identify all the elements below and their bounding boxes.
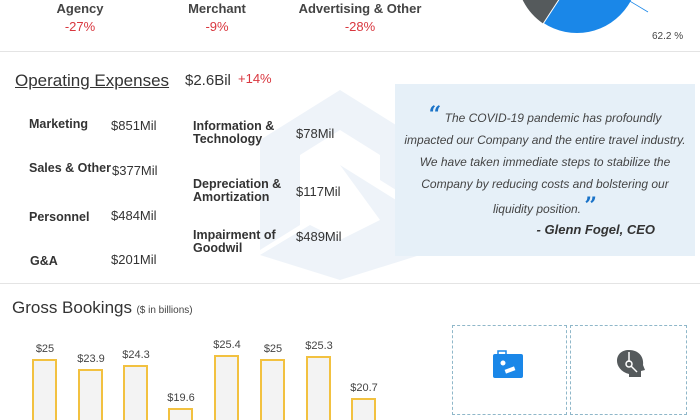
- agency-label: Agency: [56, 1, 104, 16]
- expense-label: Sales & Other: [29, 161, 111, 175]
- agency-change: -27%: [64, 19, 96, 34]
- expense-value: $201Mil: [111, 252, 157, 267]
- open-quote-icon: “: [428, 102, 442, 128]
- bar-label: $25.4: [213, 339, 241, 352]
- expense-value: $489Mil: [296, 229, 342, 244]
- expense-value: $78Mil: [296, 126, 335, 141]
- opex-change: +14%: [238, 71, 272, 86]
- merchant-label: Merchant: [188, 1, 246, 16]
- pie-leader-line: [627, 0, 649, 13]
- pie-label: 62.2 %: [652, 31, 684, 42]
- expense-label: G&A: [30, 254, 58, 268]
- headset-icon: [617, 350, 645, 377]
- expense-label: Impairment of Goodwil: [193, 228, 276, 255]
- gross-bookings-heading: Gross Bookings ($ in billions): [12, 298, 193, 318]
- gross-bookings-subtitle: ($ in billions): [136, 305, 193, 316]
- advertising-label: Advertising & Other: [298, 1, 422, 16]
- section-divider: [0, 51, 700, 52]
- advertising-change: -28%: [344, 19, 376, 34]
- bar-label: $25: [263, 343, 283, 355]
- bar-label: $24.3: [122, 349, 150, 362]
- section-divider: [0, 283, 700, 284]
- quote-author: - Glenn Fogel, CEO: [536, 222, 655, 237]
- bar: [306, 356, 331, 420]
- bar: [78, 368, 103, 420]
- expense-label: Depreciation & Amortization: [193, 177, 282, 204]
- merchant-change: -9%: [205, 19, 229, 34]
- opex-title: Operating Expenses: [15, 71, 170, 90]
- briefcase-icon: [493, 350, 523, 378]
- expense-label: Personnel: [29, 210, 90, 224]
- gross-bookings-title: Gross Bookings: [12, 298, 132, 317]
- bar: [214, 355, 239, 420]
- expense-label: Information & Technology: [193, 119, 275, 146]
- bar-label: $23.9: [77, 352, 105, 365]
- expense-value: $377Mil: [112, 163, 158, 178]
- watermark-logo: [260, 90, 420, 280]
- bar-label: $19.6: [167, 391, 195, 404]
- revenue-pie-chart: [521, 0, 649, 33]
- pie-slice-gray: [521, 0, 560, 25]
- quote-text: The COVID-19 pandemic has profoundly imp…: [404, 111, 686, 216]
- bar: [123, 365, 148, 420]
- expense-value: $117Mil: [296, 184, 341, 199]
- opex-total: $2.6Bil: [185, 72, 231, 89]
- close-quote-icon: ”: [584, 193, 598, 219]
- bar: [260, 359, 285, 420]
- expense-value: $851Mil: [111, 118, 157, 133]
- merchant-card[interactable]: [570, 325, 687, 415]
- bar: [32, 359, 57, 420]
- agency-card[interactable]: [452, 325, 567, 415]
- bar: [351, 398, 376, 420]
- expense-value: $484Mil: [111, 208, 157, 223]
- bar-label: $25.3: [305, 340, 333, 353]
- expense-label: Marketing: [29, 117, 89, 131]
- bar-label: $25: [35, 343, 55, 355]
- bar-label: $20.7: [350, 382, 378, 394]
- ceo-quote: “ The COVID-19 pandemic has profoundly i…: [395, 84, 695, 256]
- bar: [168, 407, 193, 420]
